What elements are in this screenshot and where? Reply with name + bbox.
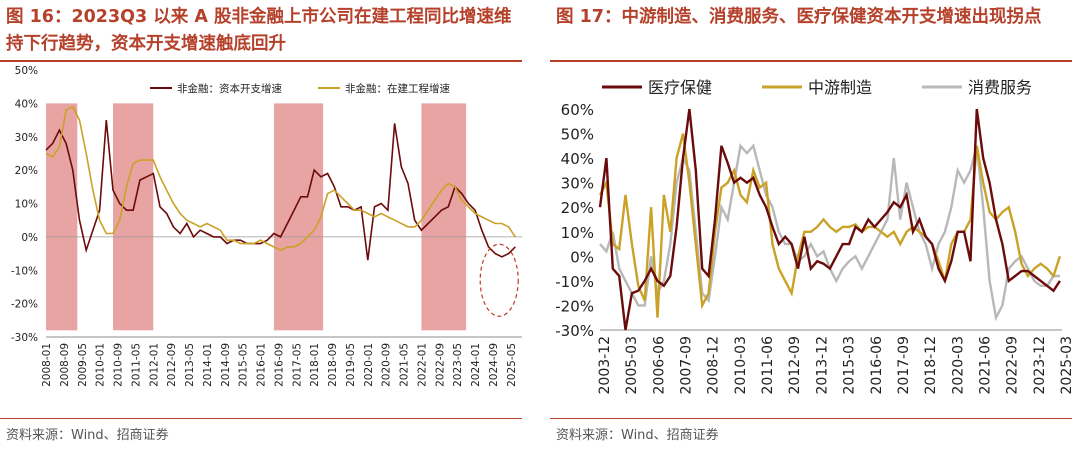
x-tick-label: 2025-03 — [1059, 336, 1075, 395]
y-tick-label: 20% — [561, 199, 594, 217]
y-tick-label: -20% — [11, 299, 38, 311]
mid-manufacturing-line — [598, 133, 1062, 318]
left-chart: 50% 40% 30% 20% 10% 0% -10% -20% -30%2008-01 2008… — [11, 65, 522, 387]
right-footer-divider — [550, 418, 1072, 419]
x-tick-label: 2012-09 — [787, 336, 803, 395]
construction-growth-line — [45, 105, 516, 252]
x-tick-label: 2008-09 — [59, 343, 71, 387]
health-series-line — [598, 108, 1061, 331]
x-tick-label: 2005-03 — [624, 336, 640, 395]
y-tick-label: 60% — [561, 101, 594, 119]
x-tick-label: 2021-06 — [977, 336, 993, 395]
x-tick-label: 2015-05 — [238, 343, 250, 387]
x-tick-label: 2016-09 — [273, 343, 285, 387]
left-chart-title: 图 16：2023Q3 以来 A 股非金融上市公司在建工程同比增速维持下行趋势，… — [6, 7, 512, 54]
capex-legend-label: 非金融：资本开支增速 — [177, 82, 282, 95]
x-tick-label: 2014-01 — [202, 343, 214, 387]
y-tick-label: -30% — [11, 332, 38, 344]
construction-legend-label: 非金融：在建工程增速 — [345, 82, 450, 95]
x-tick-label: 2018-09 — [327, 343, 339, 387]
x-tick-label: 2022-09 — [1005, 336, 1021, 395]
y-tick-label: 50% — [15, 65, 38, 77]
capex-growth-line — [45, 120, 516, 261]
x-tick-label: 2016-01 — [256, 343, 268, 387]
consumer-service-line — [599, 143, 1060, 322]
y-tick-label: -10% — [555, 273, 594, 291]
x-tick-label: 2016-06 — [869, 336, 885, 395]
y-tick-label: -10% — [11, 265, 38, 277]
x-tick-label: 2024-09 — [488, 343, 500, 387]
x-tick-label: 2020-01 — [363, 343, 375, 387]
x-tick-label: 2011-06 — [760, 336, 776, 395]
y-tick-label: -30% — [555, 322, 594, 340]
x-tick-label: 2010-03 — [733, 336, 749, 395]
x-tick-label: 2012-01 — [148, 343, 160, 387]
x-tick-label: 2020-03 — [950, 336, 966, 395]
x-tick-label: 2013-05 — [184, 343, 196, 387]
x-tick-label: 2018-01 — [309, 343, 321, 387]
x-tick-label: 2009-05 — [77, 343, 89, 387]
x-tick-label: 2014-09 — [220, 343, 232, 387]
x-tick-label: 2008-12 — [706, 336, 722, 395]
y-tick-label: 40% — [561, 150, 594, 168]
y-tick-label: 10% — [15, 199, 38, 211]
x-tick-label: 2021-05 — [399, 343, 411, 387]
x-tick-label: 2011-05 — [130, 343, 142, 387]
x-tick-label: 2022-01 — [416, 343, 428, 387]
x-tick-label: 2003-12 — [597, 336, 613, 395]
y-tick-label: 40% — [15, 98, 38, 110]
x-tick-label: 2017-09 — [896, 336, 912, 395]
x-tick-label: 2008-01 — [41, 343, 53, 387]
left-chart-panel: 图 16：2023Q3 以来 A 股非金融上市公司在建工程同比增速维持下行趋势，… — [0, 0, 530, 452]
x-tick-label: 2023-12 — [1032, 336, 1048, 395]
y-tick-label: 10% — [561, 224, 594, 242]
x-tick-label: 2020-09 — [381, 343, 393, 387]
left-footer-divider — [0, 418, 522, 419]
left-title-divider — [0, 60, 522, 62]
y-tick-label: 30% — [561, 175, 594, 193]
right-chart-title: 图 17：中游制造、消费服务、医疗保健资本开支增速出现拐点 — [556, 7, 1042, 27]
y-tick-label: 20% — [15, 165, 38, 177]
y-tick-label: 0% — [570, 248, 594, 266]
y-tick-label: 30% — [15, 132, 38, 144]
right-title-divider — [550, 60, 1072, 62]
right-source-note: 资料来源：Wind、招商证券 — [556, 428, 719, 443]
mid-manufacturing-legend-label: 中游制造 — [808, 78, 872, 97]
shaded-period-band — [46, 103, 78, 331]
x-tick-label: 2013-12 — [814, 336, 830, 395]
x-tick-label: 2010-09 — [113, 343, 125, 387]
right-chart: 60% 50% 40% 30% 20% 10% 0% -10% -20% -30%2003-12 2… — [555, 78, 1075, 395]
health-legend-label: 医疗保健 — [648, 78, 712, 97]
x-tick-label: 2024-01 — [470, 343, 482, 387]
x-tick-label: 2010-01 — [95, 343, 107, 387]
y-tick-label: 0% — [21, 232, 38, 244]
x-tick-label: 2006-06 — [651, 336, 667, 395]
x-tick-label: 2017-05 — [291, 343, 303, 387]
highlight-ellipse — [479, 243, 519, 317]
x-tick-label: 2023-05 — [452, 343, 464, 387]
x-tick-label: 2015-03 — [842, 336, 858, 395]
shaded-period-band — [421, 103, 467, 331]
right-chart-panel: 图 17：中游制造、消费服务、医疗保健资本开支增速出现拐点 60% 50% 40% 3… — [550, 0, 1080, 452]
shaded-period-band — [113, 103, 154, 331]
shaded-period-band — [273, 103, 324, 331]
x-tick-label: 2007-09 — [679, 336, 695, 395]
x-tick-label: 2025-05 — [506, 343, 518, 387]
consumer-service-legend-label: 消费服务 — [968, 78, 1032, 97]
y-tick-label: 50% — [561, 126, 594, 144]
x-tick-label: 2019-05 — [345, 343, 357, 387]
left-source-note: 资料来源：Wind、招商证券 — [6, 428, 169, 443]
x-tick-label: 2018-12 — [923, 336, 939, 395]
x-tick-label: 2012-09 — [166, 343, 178, 387]
x-tick-label: 2022-09 — [434, 343, 446, 387]
y-tick-label: -20% — [555, 297, 594, 315]
